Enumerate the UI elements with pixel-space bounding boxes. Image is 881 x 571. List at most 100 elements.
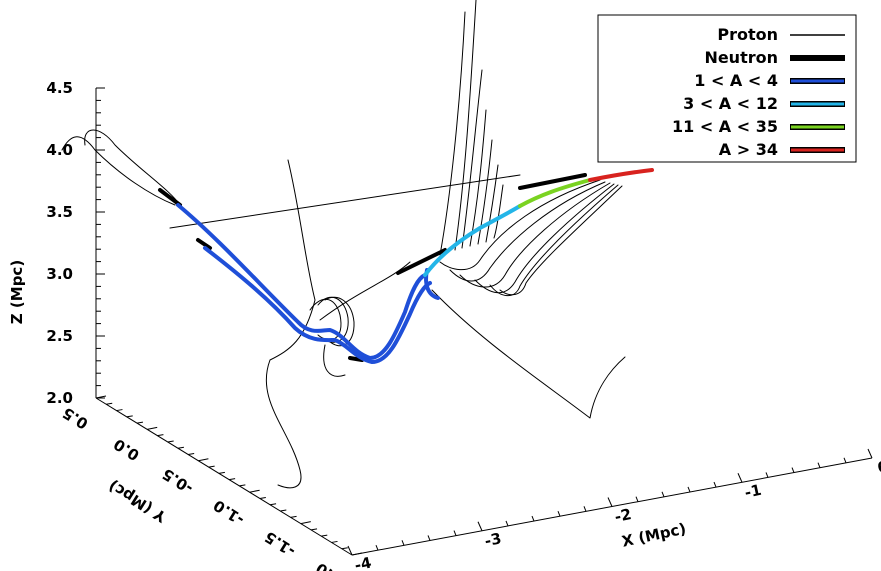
x-tick-label: -3: [483, 529, 503, 550]
y-minor-tick: [106, 402, 113, 405]
y-tick-label: -0.5: [159, 465, 196, 498]
proton-track-6: [431, 289, 626, 419]
y-axis-ticks: 0.5 0.0 -0.5 -1.0 -1.5 -2.0: [59, 395, 363, 571]
x-minor-tick: [375, 544, 379, 551]
y-minor-tick: [218, 471, 225, 474]
neutron-track-4: [396, 248, 447, 275]
z-axis-ticks: 2.0 2.5 3.0 3.5 4.0 4.5: [46, 79, 105, 407]
x-minor-tick: [791, 467, 795, 473]
proton-track-14: [493, 184, 504, 239]
y-minor-tick: [269, 503, 277, 506]
proton-track-23: [324, 296, 355, 347]
x-minor-tick: [713, 481, 717, 488]
x-minor-tick: [557, 511, 561, 517]
x-minor-tick: [453, 530, 457, 536]
y-tick-label: -1.5: [261, 528, 298, 561]
proton-track-7: [319, 261, 411, 321]
legend-label: 3 < A < 12: [683, 94, 778, 113]
neutron-track-1: [158, 188, 182, 207]
proton-track-3: [169, 174, 521, 229]
x-minor-tick: [661, 491, 665, 497]
neutron-track-3: [348, 356, 364, 362]
y-tick-mark: [300, 521, 311, 525]
red-track-1: [588, 168, 654, 182]
z-tick-label: 2.0: [46, 389, 73, 407]
y-minor-tick: [341, 547, 348, 550]
x-tick-mark: [737, 473, 743, 483]
y-minor-tick: [331, 540, 338, 543]
y-minor-tick: [167, 440, 174, 443]
neutron-track-5: [518, 173, 587, 190]
y-tick-label: -1.0: [210, 496, 247, 529]
proton-track-9: [454, 0, 477, 251]
y-tick-mark: [351, 552, 363, 556]
proton-track-8: [439, 11, 466, 256]
x-tick-label: -2: [613, 505, 633, 526]
legend-label: Neutron: [704, 48, 778, 67]
x-tick-mark: [867, 448, 873, 459]
x-minor-tick: [427, 535, 431, 541]
proton-track-13: [485, 164, 499, 243]
cyan-tracks: [423, 204, 522, 277]
z-tick-label: 4.0: [46, 141, 73, 159]
green-track-1: [518, 178, 592, 208]
legend-label: 1 < A < 4: [694, 71, 778, 90]
y-minor-tick: [177, 446, 185, 449]
legend-label: 11 < A < 35: [672, 117, 778, 136]
x-minor-tick: [635, 496, 639, 502]
x-tick-mark: [477, 521, 483, 531]
proton-track-10: [461, 69, 483, 249]
proton-track-16: [449, 181, 606, 282]
proton-tracks: [61, 0, 626, 489]
blue-tracks: [176, 203, 440, 364]
x-minor-tick: [817, 462, 821, 468]
neutron-tracks: [158, 173, 587, 362]
y-minor-tick: [280, 509, 287, 512]
z-tick-label: 3.0: [46, 265, 73, 283]
x-tick-mark: [607, 497, 613, 507]
x-tick-label: -4: [353, 554, 373, 571]
blue-track-2: [203, 246, 432, 364]
y-minor-tick: [208, 465, 215, 468]
y-tick-mark: [95, 395, 107, 399]
green-tracks: [518, 178, 592, 208]
x-minor-tick: [401, 540, 405, 546]
z-tick-label: 4.5: [46, 79, 73, 97]
cyan-track-1: [423, 204, 522, 277]
proton-track-5: [323, 344, 346, 377]
x-minor-tick: [687, 486, 691, 493]
y-tick-label: -2.0: [313, 559, 350, 571]
blue-track-1: [176, 203, 427, 360]
y-minor-tick: [310, 528, 318, 531]
z-axis-title: Z (Mpc): [8, 260, 26, 324]
y-tick-mark: [249, 489, 260, 493]
trajectories: [61, 0, 654, 489]
x-minor-tick: [765, 472, 769, 478]
proton-track-20: [499, 185, 623, 296]
y-tick-label: 0.0: [111, 435, 143, 464]
y-minor-tick: [321, 534, 328, 537]
proton-track-19: [489, 184, 619, 297]
legend-label: Proton: [717, 25, 778, 44]
y-minor-tick: [259, 496, 266, 499]
y-tick-mark: [147, 426, 158, 430]
x-minor-tick: [583, 506, 587, 512]
y-minor-tick: [239, 484, 246, 487]
y-axis-line: [95, 397, 353, 556]
legend-box: [597, 14, 857, 163]
z-tick-label: 2.5: [46, 327, 73, 345]
x-minor-tick: [531, 515, 535, 522]
y-minor-tick: [126, 415, 133, 418]
x-tick-label: -1: [743, 481, 763, 502]
y-minor-tick: [290, 515, 297, 518]
y-axis-title: Y (Mpc): [105, 477, 170, 527]
y-tick-label: 0.5: [59, 404, 91, 433]
red-tracks: [588, 168, 654, 182]
proton-track-12: [477, 139, 493, 245]
x-minor-tick: [505, 520, 509, 527]
x-minor-tick: [843, 457, 847, 464]
proton-track-2: [84, 129, 181, 206]
y-minor-tick: [157, 434, 164, 437]
proton-track-1: [61, 136, 176, 206]
